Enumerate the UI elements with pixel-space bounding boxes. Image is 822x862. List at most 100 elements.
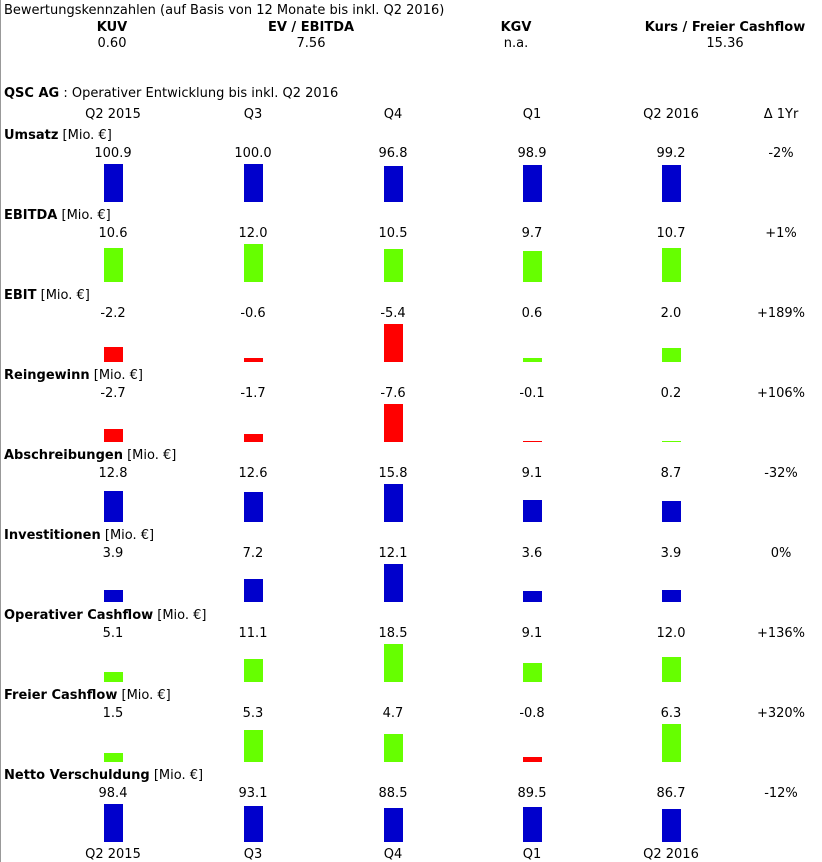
metric-name: Investitionen [4,528,101,543]
value-label: 3.6 [521,546,543,561]
metric-title: Reingewinn [Mio. €] [4,368,143,383]
valuation-value-ev-ebitda: 7.56 [296,36,326,51]
company-heading: QSC AG : Operativer Entwicklung bis inkl… [4,86,338,101]
valuation-label-kuv: KUV [96,20,128,35]
change-header: Δ 1Yr [763,107,799,122]
bar [661,248,681,282]
metric-unit: [Mio. €] [36,288,90,303]
change-value: 0% [770,546,792,561]
change-value: +1% [765,226,797,241]
value-label: 0.6 [521,306,543,321]
valuation-value-kuv: 0.60 [97,36,127,51]
company-name: QSC AG [4,86,60,101]
value-label: -2.2 [100,306,126,321]
category-header-top: Q2 2015 [85,107,141,122]
value-label: 100.0 [234,146,272,161]
category-label-bottom: Q4 [383,847,403,862]
bar [103,671,123,682]
metric-unit: [Mio. €] [149,768,204,783]
bar [522,251,542,282]
bar [383,733,403,762]
category-header-top: Q4 [383,107,403,122]
bar [661,724,681,762]
value-label: -5.4 [380,306,406,321]
bar [103,248,123,282]
value-label: 12.6 [238,466,268,481]
value-label: 9.7 [521,226,543,241]
metric-name: Umsatz [4,128,59,143]
value-label: 12.1 [378,546,408,561]
bar [383,165,403,202]
value-label: 98.4 [98,786,128,801]
change-value: +136% [756,626,806,641]
bar [661,347,681,362]
bar [661,441,681,442]
bar [661,589,681,602]
value-label: 18.5 [378,626,408,641]
value-label: 2.0 [660,306,682,321]
value-label: 12.8 [98,466,128,481]
metric-name: Netto Verschuldung [4,768,150,783]
bar [661,657,681,682]
metric-name: EBITDA [4,208,58,223]
bar [103,752,123,762]
value-label: 9.1 [521,626,543,641]
value-label: 99.2 [656,146,686,161]
bar [522,807,542,842]
metric-name: Abschreibungen [4,448,123,463]
bar [243,357,263,362]
value-label: 11.1 [238,626,268,641]
metric-unit: [Mio. €] [122,448,177,463]
value-label: -2.7 [100,386,126,401]
bar [383,404,403,442]
bar [522,590,542,602]
bar [383,484,403,522]
metric-title: Netto Verschuldung [Mio. €] [4,768,203,783]
value-label: 88.5 [378,786,408,801]
metric-unit: [Mio. €] [89,368,144,383]
value-label: 5.3 [242,706,264,721]
metric-title: EBIT [Mio. €] [4,288,90,303]
valuation-title: Bewertungskennzahlen (auf Basis von 12 M… [4,3,445,18]
value-label: 98.9 [517,146,547,161]
bar [383,564,403,602]
valuation-label-ev-ebitda: EV / EBITDA [267,20,355,35]
metric-unit: [Mio. €] [117,688,171,703]
value-label: -0.1 [519,386,545,401]
metric-unit: [Mio. €] [100,528,155,543]
valuation-value-kurs-fcf: 15.36 [706,36,744,51]
bar [383,324,403,362]
company-subtitle: : Operativer Entwicklung bis inkl. Q2 20… [59,86,339,101]
bar [103,164,123,202]
category-label-bottom: Q2 2016 [643,847,699,862]
value-label: 4.7 [382,706,404,721]
category-label-bottom: Q2 2015 [85,847,141,862]
bar [243,244,263,282]
bar [103,346,123,362]
metric-title: Abschreibungen [Mio. €] [4,448,176,463]
value-label: 86.7 [656,786,686,801]
value-label: 8.7 [660,466,682,481]
value-label: 10.5 [378,226,408,241]
category-label-bottom: Q1 [522,847,542,862]
bar [103,589,123,602]
metric-title: Investitionen [Mio. €] [4,528,154,543]
bar [661,808,681,842]
value-label: 3.9 [660,546,682,561]
category-header-top: Q2 2016 [643,107,699,122]
metric-unit: [Mio. €] [153,608,207,623]
metric-title: Operativer Cashflow [Mio. €] [4,608,207,623]
bar [522,441,542,442]
metric-title: EBITDA [Mio. €] [4,208,111,223]
value-label: 12.0 [238,226,268,241]
value-label: 3.9 [102,546,124,561]
bar [243,806,263,842]
change-value: -32% [764,466,798,481]
bar [661,164,681,202]
change-value: +320% [756,706,806,721]
value-label: -7.6 [380,386,406,401]
value-label: 0.2 [660,386,682,401]
bar [243,433,263,442]
bar [243,579,263,602]
value-label: 9.1 [521,466,543,481]
